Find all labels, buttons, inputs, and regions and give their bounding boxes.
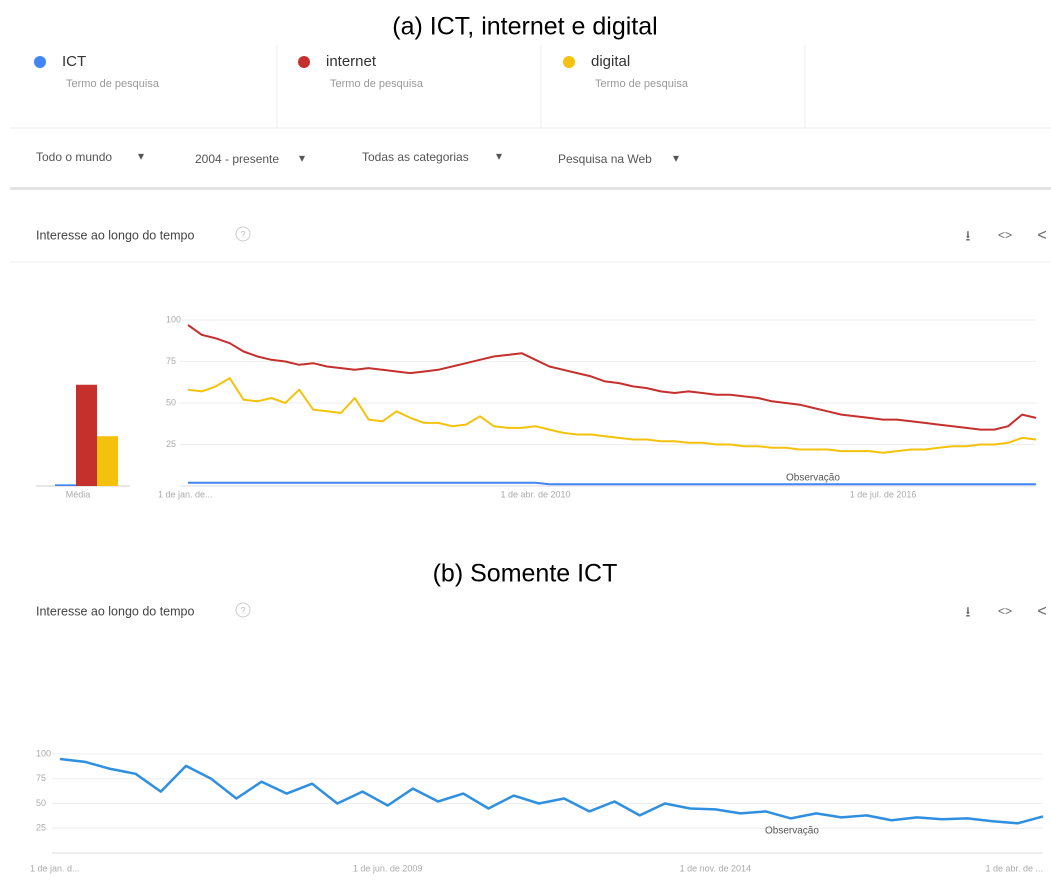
download-icon[interactable]: ⭳ — [966, 228, 971, 244]
x-tick-label: 1 de jun. de 2009 — [353, 863, 423, 873]
legend-name: internet — [326, 53, 377, 70]
separator — [10, 187, 1051, 190]
series-line — [187, 324, 1037, 431]
x-tick-label: 1 de jan. d... — [30, 863, 80, 873]
term-sub: Termo de pesquisa — [330, 78, 424, 90]
annotation: Observação — [786, 473, 840, 484]
filter[interactable]: 2004 - presente — [195, 152, 279, 166]
filter[interactable]: Pesquisa na Web — [558, 152, 652, 166]
y-tick-label: 50 — [36, 798, 46, 808]
filter[interactable]: Todas as categorias — [362, 150, 469, 164]
x-tick-label: 1 de nov. de 2014 — [680, 863, 751, 873]
filter[interactable]: Todo o mundo — [36, 150, 112, 164]
legend-name: ICT — [62, 53, 86, 70]
dropdown-arrow[interactable]: ▾ — [138, 149, 144, 163]
y-tick-label: 75 — [166, 356, 176, 366]
section-title: Interesse ao longo do tempo — [36, 228, 194, 242]
series-line — [187, 377, 1037, 454]
term-sub: Termo de pesquisa — [595, 78, 689, 90]
series-line — [188, 481, 1036, 486]
dropdown-arrow[interactable]: ▾ — [299, 151, 305, 165]
help-icon[interactable]: ? — [240, 605, 245, 615]
help-icon[interactable] — [235, 602, 251, 618]
y-tick-label: 100 — [166, 314, 181, 324]
help-icon[interactable]: ? — [240, 229, 245, 239]
embed-icon[interactable]: <> — [998, 228, 1012, 242]
caption: (a) ICT, internet e digital — [392, 13, 657, 41]
share-icon[interactable]: < — [1037, 603, 1046, 620]
series-line — [59, 757, 1044, 825]
section-title: Interesse ao longo do tempo — [36, 604, 194, 618]
term-sub: Termo de pesquisa — [66, 78, 160, 90]
x-tick-label: 1 de jul. de 2016 — [850, 489, 917, 499]
y-tick-label: 100 — [36, 748, 51, 758]
y-tick-label: 25 — [166, 439, 176, 449]
share-icon[interactable]: < — [1037, 227, 1046, 244]
legend-name: digital — [591, 53, 630, 70]
legend-dot — [563, 56, 575, 68]
dropdown-arrow[interactable]: ▾ — [673, 151, 679, 165]
mean-bar — [76, 384, 97, 486]
y-tick-label: 50 — [166, 397, 176, 407]
legend-dot — [298, 56, 310, 68]
download-icon[interactable]: ⭳ — [966, 604, 971, 620]
mean-bar — [97, 436, 118, 486]
annotation: Observação — [765, 826, 819, 837]
dropdown-arrow[interactable]: ▾ — [496, 149, 502, 163]
x-tick-label: 1 de jan. de... — [158, 489, 213, 499]
term-cards: Termo de pesquisa Termo de pesquisa Term… — [10, 45, 1051, 129]
filters: Todo o mundo 2004 - presente Todas as ca… — [10, 149, 1051, 190]
embed-icon[interactable]: <> — [998, 604, 1012, 618]
y-tick-label: 25 — [36, 823, 46, 833]
legend-dot — [34, 56, 46, 68]
caption: (b) Somente ICT — [433, 560, 618, 588]
mean-bar — [55, 484, 76, 486]
mean-label: Média — [66, 489, 91, 499]
x-tick-label: 1 de abr. de 2010 — [501, 489, 571, 499]
y-tick-label: 75 — [36, 773, 46, 783]
help-icon[interactable] — [235, 226, 251, 242]
x-tick-label: 1 de abr. de ... — [985, 863, 1043, 873]
